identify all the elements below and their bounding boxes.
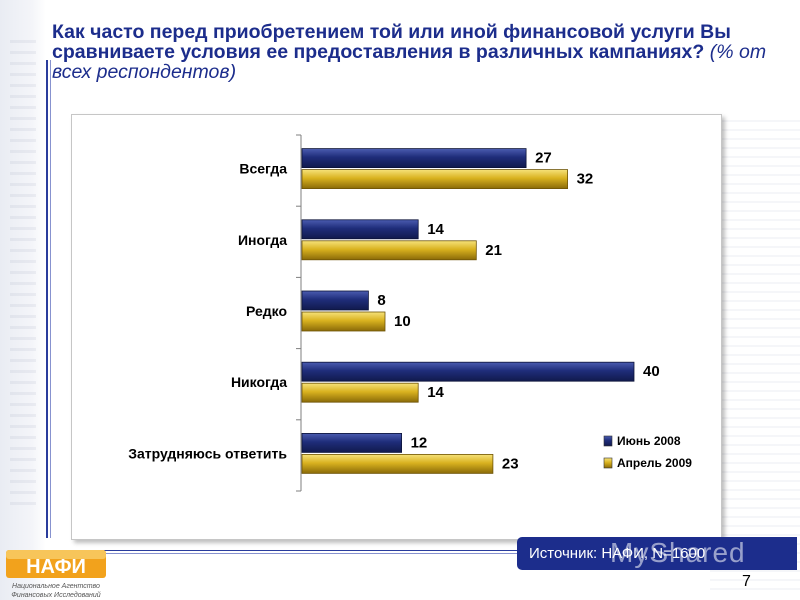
data-label: 27 — [535, 150, 552, 167]
category-label: Никогда — [231, 374, 287, 390]
data-label: 8 — [377, 292, 385, 309]
data-label: 10 — [394, 313, 411, 330]
bar-april-2009 — [301, 240, 477, 261]
data-label: 23 — [502, 455, 519, 472]
legend-swatch — [603, 457, 613, 469]
bar-june-2008 — [301, 148, 527, 168]
vertical-rule — [46, 60, 48, 538]
data-label: 12 — [411, 434, 428, 451]
slide-title-main: Как часто перед приобретением той или ин… — [52, 21, 731, 63]
left-decorative-strip — [0, 0, 46, 600]
bar-june-2008 — [301, 290, 369, 311]
background-texture — [710, 120, 800, 590]
vertical-rule-thin — [50, 60, 51, 538]
bar-april-2009 — [301, 169, 569, 189]
logo-caption-1: Национальное Агентство — [12, 583, 100, 590]
logo-caption-2: Финансовых Исследований — [11, 591, 100, 599]
source-text: Источник: НАФИ, N=1600 — [529, 545, 706, 562]
bar-june-2008 — [301, 432, 402, 453]
bar-april-2009 — [301, 311, 386, 332]
data-label: 14 — [427, 221, 444, 238]
category-label: Иногда — [238, 232, 287, 248]
bar-april-2009 — [301, 382, 419, 403]
bar-june-2008 — [301, 361, 635, 382]
category-label: Затрудняюсь ответить — [128, 445, 287, 461]
data-label: 32 — [577, 171, 594, 188]
slide-title: Как часто перед приобретением той или ин… — [52, 22, 792, 82]
legend-label: Июнь 2008 — [617, 434, 681, 448]
source-note: Источник: НАФИ, N=1600 — [517, 537, 797, 570]
bar-april-2009 — [301, 453, 494, 474]
chart-frame: Всегда 27 32 Иногда 14 21 Редко 8 10 Никогда 40 14 З… — [71, 114, 722, 540]
bar-june-2008 — [301, 219, 419, 240]
watermark: MyShared — [610, 537, 746, 568]
logo-highlight — [6, 550, 106, 559]
data-label: 40 — [643, 363, 660, 380]
legend-label: Апрель 2009 — [617, 456, 692, 470]
nafi-logo: НАФИ Национальное Агентство Финансовых И… — [6, 550, 106, 599]
bar-chart: Всегда 27 32 Иногда 14 21 Редко 8 10 Никогда 40 14 З… — [128, 134, 692, 492]
legend-swatch — [603, 435, 613, 447]
category-label: Редко — [246, 303, 287, 319]
data-label: 14 — [427, 384, 444, 401]
page-number: 7 — [742, 573, 751, 590]
horizontal-rule-thin — [104, 553, 524, 554]
category-label: Всегда — [239, 161, 287, 177]
slide-title-sub: (% от всех респондентов) — [52, 41, 767, 83]
data-label: 21 — [485, 242, 502, 259]
horizontal-rule — [104, 550, 524, 551]
logo-text: НАФИ — [26, 556, 86, 578]
